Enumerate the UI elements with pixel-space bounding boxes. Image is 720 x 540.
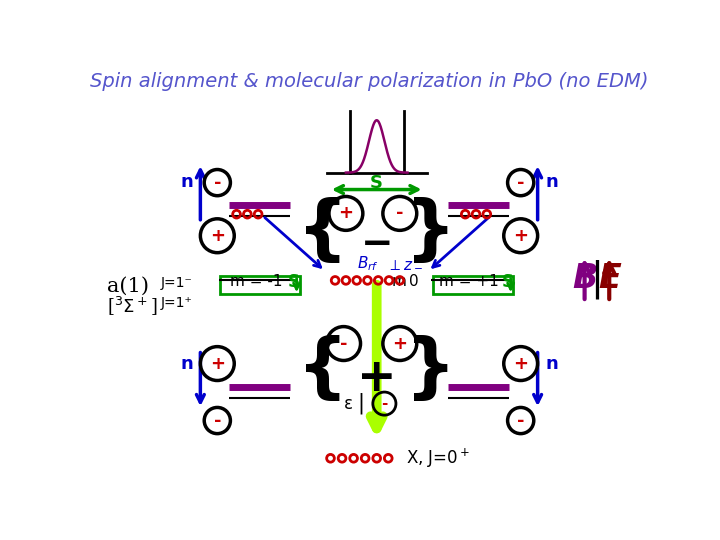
Text: -: - [214,174,221,192]
Text: |: | [590,259,603,299]
Text: S: S [287,273,300,291]
Text: -: - [517,411,524,429]
Text: +: + [357,356,397,401]
Text: -: - [517,174,524,192]
Text: 0: 0 [409,274,418,289]
Text: Spin alignment & molecular polarization in PbO (no EDM): Spin alignment & molecular polarization … [90,72,648,91]
Text: -: - [340,335,347,353]
Text: +: + [513,227,528,245]
Text: +: + [210,227,225,245]
Text: [$^3\Sigma^+$]: [$^3\Sigma^+$] [107,295,158,318]
Text: n: n [180,355,193,373]
Text: +: + [513,355,528,373]
Text: n: n [545,173,558,191]
Text: }: } [405,335,456,404]
Text: -: - [214,411,221,429]
Text: -: - [381,396,387,411]
Text: ε: ε [343,395,353,413]
Text: +: + [338,205,354,222]
Text: m = +1: m = +1 [439,274,499,289]
Text: B: B [572,262,598,295]
Text: |: | [358,393,365,414]
Text: +: + [210,355,225,373]
Text: n: n [545,355,558,373]
Text: J=1⁺: J=1⁺ [161,296,193,310]
Text: S: S [502,273,513,291]
Text: +: + [392,335,408,353]
Text: S: S [370,174,383,192]
Text: m: m [392,274,407,289]
Text: $\perp z_-$: $\perp z_-$ [387,256,423,271]
Text: E: E [598,262,621,295]
Text: J=1⁻: J=1⁻ [161,276,193,291]
Text: $B_{rf}$: $B_{rf}$ [357,254,379,273]
Text: n: n [180,173,193,191]
Text: -: - [396,205,403,222]
Text: −: − [361,225,393,263]
Text: X, J=0$^+$: X, J=0$^+$ [406,447,470,470]
Text: m = -1: m = -1 [230,274,283,289]
Text: }: } [405,198,456,266]
Text: a(1): a(1) [107,277,149,296]
Text: {: { [297,335,348,404]
Text: {: { [297,198,348,266]
